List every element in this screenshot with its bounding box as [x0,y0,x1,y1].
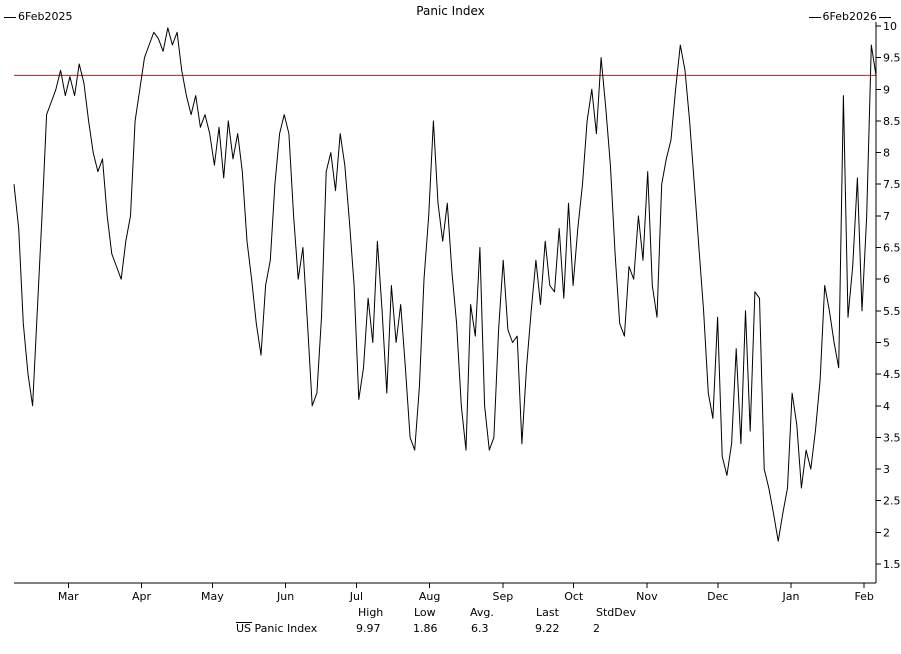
x-tick-label: Jul [349,590,363,603]
end-date-label: 6Feb2026 [807,10,893,23]
y-tick-label: 3 [883,463,890,476]
y-tick-label: 4 [883,400,890,413]
y-tick-label: 7.5 [883,178,901,191]
y-tick-label: 8.5 [883,115,901,128]
stats-header-avg: Avg. [470,606,494,619]
x-tick-label: Jan [781,590,799,603]
y-tick-label: 7 [883,210,890,223]
stats-header-low: Low [414,606,436,619]
x-tick-label: Jun [276,590,294,603]
legend-line-swatch [236,622,252,623]
chart-title: Panic Index [416,4,485,18]
legend-label: US Panic Index [236,622,318,635]
series-line [13,27,877,542]
stats-value-avg: 6.3 [471,622,489,635]
x-tick-label: Mar [58,590,79,603]
y-tick-label: 5 [883,336,890,349]
end-date-text: 6Feb2026 [822,10,877,23]
stats-value-high: 9.97 [356,622,381,635]
end-tick-mark [808,16,821,18]
x-tick-label: Aug [419,590,440,603]
end-edge-tick-mark [879,16,891,18]
stats-value-low: 1.86 [413,622,438,635]
x-tick-label: Dec [707,590,728,603]
y-tick-label: 3.5 [883,431,901,444]
y-tick-label: 1.5 [883,558,901,571]
stats-header-high: High [358,606,384,619]
start-tick-mark [4,16,16,18]
stats-value-last: 9.22 [535,622,560,635]
y-tick-label: 2 [883,526,890,539]
start-date-text: 6Feb2025 [18,10,73,23]
y-tick-label: 6.5 [883,242,901,255]
x-tick-label: Apr [132,590,152,603]
y-tick-label: 8 [883,147,890,160]
stats-value-stddev: 2 [593,622,600,635]
y-tick-label: 6 [883,273,890,286]
x-tick-label: Nov [636,590,658,603]
start-date-label: 6Feb2025 [2,10,72,23]
stats-header-last: Last [536,606,559,619]
y-tick-label: 4.5 [883,368,901,381]
stats-header-stddev: StdDev [596,606,637,619]
y-tick-label: 9.5 [883,52,901,65]
y-tick-label: 10 [883,20,897,33]
y-tick-label: 2.5 [883,495,901,508]
x-tick-label: May [201,590,224,603]
x-tick-label: Feb [854,590,873,603]
y-tick-label: 5.5 [883,305,901,318]
x-tick-label: Oct [564,590,584,603]
x-tick-label: Sep [492,590,513,603]
y-tick-label: 9 [883,83,890,96]
